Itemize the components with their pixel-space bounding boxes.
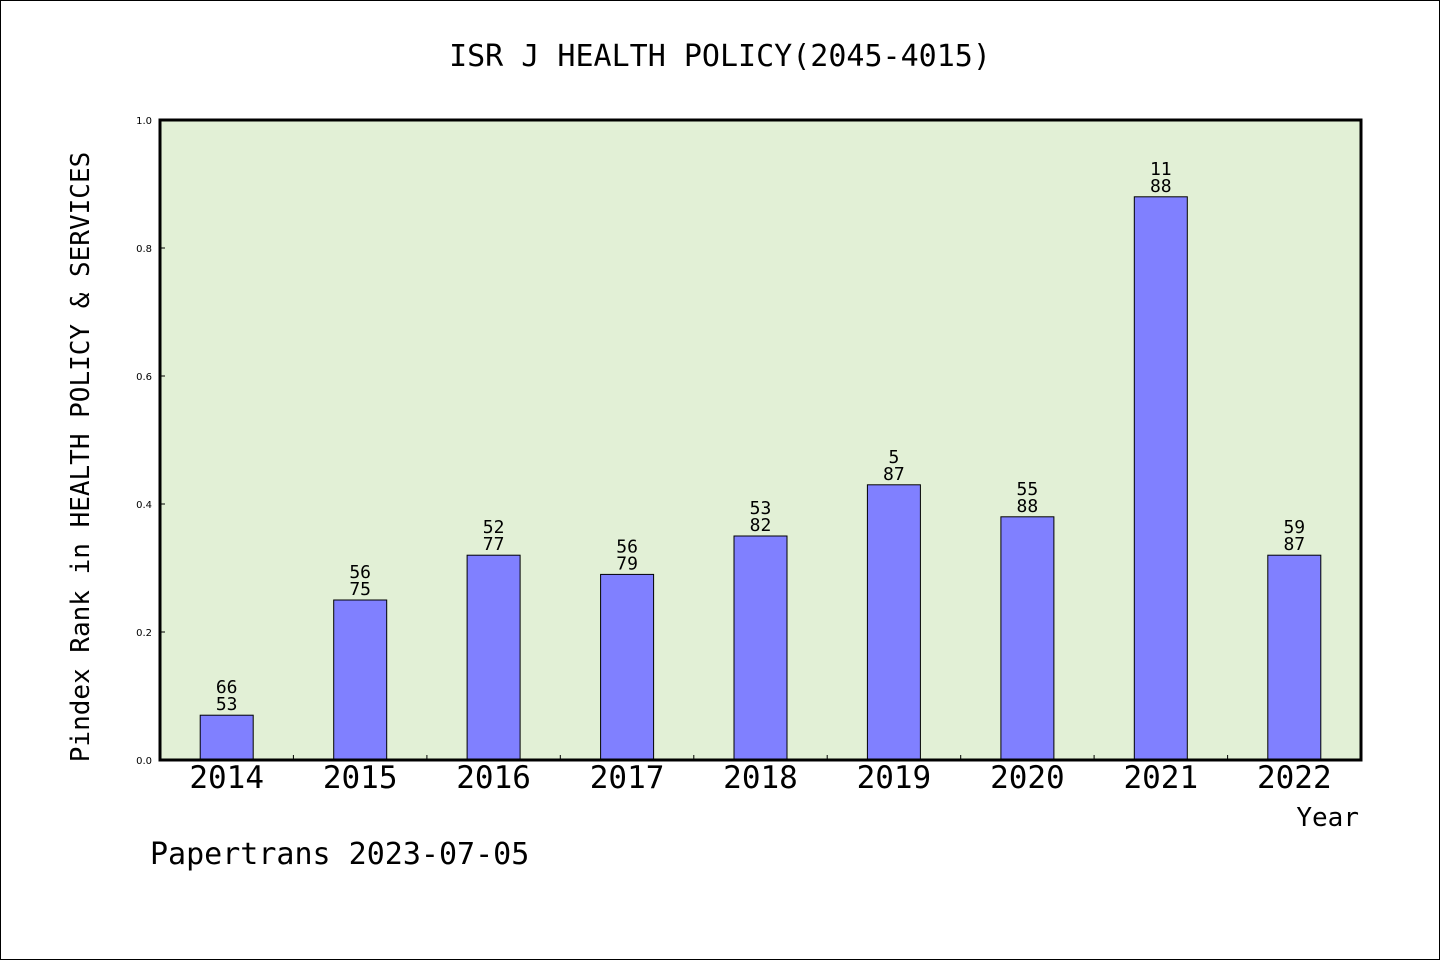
x-tick-label-2018: 2018 bbox=[723, 760, 798, 796]
y-tick-label: 0.4 bbox=[136, 500, 152, 511]
bar-label-top-2021: 11 bbox=[1150, 159, 1172, 180]
bar-label-top-2015: 56 bbox=[349, 562, 371, 583]
x-tick-label-2016: 2016 bbox=[456, 760, 531, 796]
y-axis-label: Pindex Rank in HEALTH POLICY & SERVICES bbox=[66, 152, 96, 762]
bar-label-top-2014: 66 bbox=[216, 677, 238, 698]
bar-2016 bbox=[466, 554, 521, 761]
bar-2020 bbox=[1000, 516, 1055, 761]
x-tick-label-2017: 2017 bbox=[590, 760, 665, 796]
bar-label-top-2020: 55 bbox=[1017, 479, 1039, 500]
bar-label-bottom-2014: 53 bbox=[216, 694, 238, 715]
bar-label-bottom-2020: 88 bbox=[1017, 496, 1039, 517]
bar-2019 bbox=[866, 484, 921, 761]
y-tick-label: 1.0 bbox=[136, 116, 152, 127]
x-tick-label-2019: 2019 bbox=[857, 760, 932, 796]
bar-label-bottom-2022: 87 bbox=[1283, 534, 1305, 555]
bar-label-top-2022: 59 bbox=[1283, 517, 1305, 538]
x-tick-label-2022: 2022 bbox=[1257, 760, 1332, 796]
bar-2017 bbox=[600, 573, 655, 761]
bar-label-bottom-2016: 77 bbox=[483, 534, 505, 555]
y-tick-label: 0.2 bbox=[136, 628, 152, 639]
y-tick-label: 0.8 bbox=[136, 244, 152, 255]
x-tick-label-2014: 2014 bbox=[189, 760, 264, 796]
bar-label-top-2016: 52 bbox=[483, 517, 505, 538]
bar-label-bottom-2017: 79 bbox=[616, 553, 638, 574]
bar-2021 bbox=[1133, 196, 1188, 761]
bar-2015 bbox=[333, 599, 388, 761]
x-tick-label-2015: 2015 bbox=[323, 760, 398, 796]
y-tick-label: 0.0 bbox=[136, 756, 152, 767]
bar-label-bottom-2019: 87 bbox=[883, 464, 905, 485]
chart-title: ISR J HEALTH POLICY(2045-4015) bbox=[449, 39, 991, 74]
plot-border bbox=[158, 118, 1363, 762]
bar-label-bottom-2018: 82 bbox=[750, 515, 772, 536]
bar-label-bottom-2015: 75 bbox=[349, 579, 371, 600]
bar-2018 bbox=[733, 535, 788, 761]
x-tick-label-2020: 2020 bbox=[990, 760, 1065, 796]
y-tick-label: 0.6 bbox=[136, 372, 152, 383]
bar-label-top-2017: 56 bbox=[616, 536, 638, 557]
bar-2022 bbox=[1267, 554, 1322, 761]
bar-label-top-2019: 5 bbox=[888, 447, 899, 468]
x-axis-label: Year bbox=[1296, 803, 1359, 833]
footer-text: Papertrans 2023-07-05 bbox=[150, 837, 529, 872]
bar-label-bottom-2021: 88 bbox=[1150, 176, 1172, 197]
x-tick-label-2021: 2021 bbox=[1123, 760, 1198, 796]
bar-label-top-2018: 53 bbox=[750, 498, 772, 519]
bar-2014 bbox=[199, 714, 254, 761]
ticks-group: 2014 2015 2016 2017 2018 2019 2020 2021 2022 0.0 0… bbox=[136, 116, 1332, 796]
